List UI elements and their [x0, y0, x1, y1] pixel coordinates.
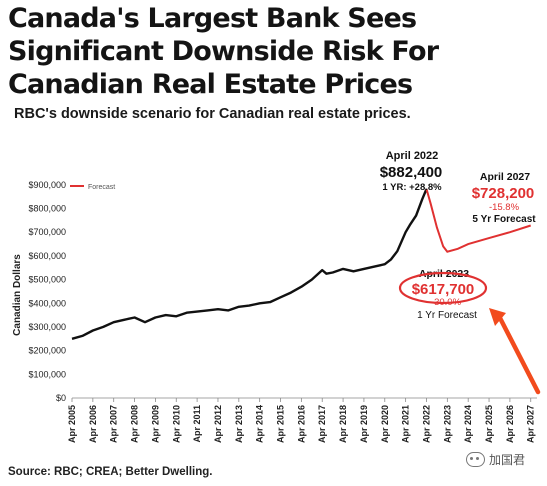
x-tick-label: Apr 2008 — [130, 405, 140, 443]
y-tick-label: $700,000 — [28, 227, 66, 237]
y-tick-label: $600,000 — [28, 251, 66, 261]
series-line-history — [71, 188, 428, 340]
y-tick-label: $300,000 — [28, 322, 66, 332]
annotation-change: -15.8% — [489, 202, 520, 213]
source-note: Source: RBC; CREA; Better Dwelling. — [8, 466, 213, 478]
wechat-icon — [466, 452, 485, 467]
annotation-note: 1 Yr Forecast — [417, 310, 477, 321]
y-tick-label: $800,000 — [28, 204, 66, 214]
y-tick-label: $400,000 — [28, 298, 66, 308]
title-line: Canada's Largest Bank Sees — [8, 3, 417, 34]
x-tick-label: Apr 2018 — [338, 405, 348, 443]
x-tick-label: Apr 2025 — [484, 405, 494, 443]
annotation-note: 1 YR: +28.8% — [382, 182, 442, 193]
x-tick-label: Apr 2011 — [192, 405, 202, 443]
x-tick-label: Apr 2013 — [234, 405, 244, 443]
arrow-icon — [489, 308, 541, 395]
x-tick-label: Apr 2007 — [109, 405, 119, 443]
series-line-forecast — [425, 188, 532, 253]
x-tick-label: Apr 2020 — [380, 405, 390, 443]
title-line: Significant Downside Risk For — [8, 36, 439, 67]
x-tick-label: Apr 2012 — [213, 405, 223, 443]
x-tick-label: Apr 2021 — [401, 405, 411, 443]
x-tick-label: Apr 2027 — [526, 405, 536, 443]
y-tick-label: $0 — [56, 393, 66, 403]
x-tick-label: Apr 2017 — [317, 405, 327, 443]
y-axis: $0 $100,000 $200,000 $300,000 $400,000 $500,0… — [28, 180, 66, 403]
subtitle: RBC's downside scenario for Canadian rea… — [14, 106, 411, 122]
annotation-value: $728,200 — [472, 185, 535, 202]
annotation-value: $882,400 — [380, 164, 443, 181]
highlight-ellipse — [398, 271, 488, 305]
x-tick-label: Apr 2016 — [296, 405, 306, 443]
annotation-date: April 2027 — [480, 171, 530, 183]
y-tick-label: $200,000 — [28, 346, 66, 356]
x-tick-label: Apr 2006 — [88, 405, 98, 443]
annotation-date: April 2022 — [386, 150, 439, 162]
annotation-april-2027: April 2027 $728,200 -15.8% 5 Yr Forecast — [472, 171, 537, 225]
y-tick-label: $100,000 — [28, 369, 66, 379]
annotation-april-2022: April 2022 $882,400 1 YR: +28.8% — [380, 150, 443, 193]
x-tick-label: Apr 2010 — [171, 405, 181, 443]
page-title: Canada's Largest Bank Sees Significant D… — [8, 2, 543, 101]
annotation-change: -30.0% — [431, 297, 462, 308]
legend-label: Forecast — [88, 184, 115, 191]
x-tick-label: Apr 2009 — [150, 405, 160, 443]
x-tick-label: Apr 2005 — [67, 405, 77, 443]
watermark: 加国君 — [466, 451, 525, 468]
y-tick-label: $900,000 — [28, 180, 66, 190]
x-tick-label: Apr 2015 — [276, 405, 286, 443]
y-tick-label: $500,000 — [28, 275, 66, 285]
x-axis: Apr 2005 Apr 2006 Apr 2007 Apr 2008 Apr 2009… — [67, 397, 537, 443]
watermark-text: 加国君 — [489, 453, 526, 467]
title-line: Canadian Real Estate Prices — [8, 69, 413, 100]
annotation-april-2023: April 2023 $617,700 -30.0% 1 Yr Forecast — [398, 268, 488, 321]
annotation-value: $617,700 — [412, 281, 475, 298]
x-tick-label: Apr 2026 — [505, 405, 515, 443]
x-tick-label: Apr 2014 — [255, 405, 265, 443]
x-tick-label: Apr 2024 — [463, 405, 473, 443]
annotation-note: 5 Yr Forecast — [472, 214, 536, 225]
y-axis-label: Canadian Dollars — [12, 254, 23, 336]
x-tick-label: Apr 2019 — [359, 405, 369, 443]
x-tick-label: Apr 2023 — [442, 405, 452, 443]
x-tick-label: Apr 2022 — [421, 405, 431, 443]
